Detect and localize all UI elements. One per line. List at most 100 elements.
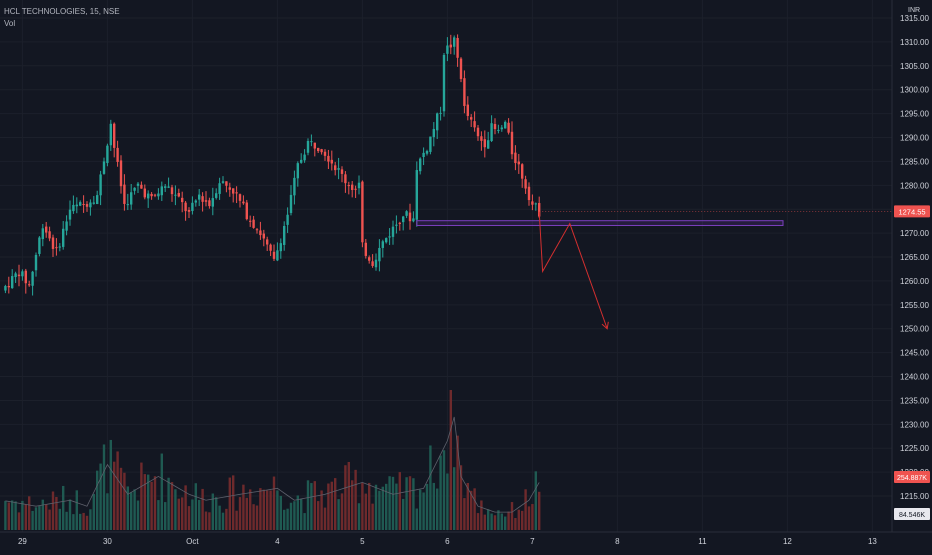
candle-body — [296, 163, 299, 179]
volume-bar — [510, 502, 514, 530]
volume-bar — [408, 476, 412, 530]
volume-bar — [238, 497, 242, 530]
volume-bar — [500, 513, 503, 530]
volume-bar — [24, 504, 27, 530]
candle-body — [306, 141, 310, 153]
volume-bar — [371, 503, 374, 530]
volume-bar — [425, 483, 429, 530]
volume-bar — [398, 472, 401, 530]
price-tick-label: 1260.00 — [900, 277, 929, 286]
candle-body — [75, 204, 78, 207]
volume-bar — [276, 490, 279, 530]
volume-bar — [432, 482, 435, 530]
time-tick-label: 13 — [868, 537, 877, 546]
volume-bar — [204, 511, 208, 530]
volume-bar — [126, 486, 129, 530]
volume-bar — [313, 481, 316, 530]
volume-bar — [368, 482, 371, 530]
candle-body — [92, 202, 95, 204]
volume-bar — [235, 510, 238, 530]
volume-bar — [497, 510, 500, 530]
time-tick-label: 11 — [698, 537, 707, 546]
volume-bar — [85, 515, 89, 530]
candle-body — [164, 186, 167, 188]
candle-body — [7, 285, 10, 288]
candle-body — [453, 37, 456, 47]
candle-body — [487, 140, 490, 149]
volume-value-label: 254.887K — [897, 475, 927, 482]
volume-bar — [266, 490, 269, 530]
candle-body — [14, 273, 17, 278]
candle-body — [500, 127, 503, 130]
time-tick-label: 6 — [445, 537, 450, 546]
volume-bar — [374, 484, 378, 530]
candle-body — [310, 141, 313, 143]
volume-bar — [487, 509, 490, 530]
price-tick-label: 1235.00 — [900, 396, 929, 405]
volume-bar — [459, 465, 463, 530]
candle-body — [510, 131, 514, 155]
candle-body — [330, 159, 333, 164]
price-axis[interactable]: 1315.00 1310.00 1305.00 1300.00 1295.00 1290.… — [900, 14, 929, 501]
candle-body — [99, 174, 102, 196]
candle-body — [194, 200, 197, 203]
candle-body — [41, 228, 44, 240]
time-axis[interactable]: 29 30 Oct 4 5 6 7 8 11 12 13 — [18, 537, 877, 546]
candle-body — [419, 158, 422, 172]
volume-bar — [347, 461, 350, 530]
candle-body — [113, 123, 116, 148]
volume-bar — [72, 514, 75, 530]
candle-body — [160, 186, 163, 196]
candle-body — [432, 128, 435, 138]
volume-bar — [45, 504, 48, 530]
volume-bar — [493, 515, 497, 530]
volume-bar — [167, 477, 170, 530]
price-tick-label: 1300.00 — [900, 86, 929, 95]
volume-bar — [48, 509, 51, 530]
volume-bar — [337, 499, 340, 530]
volume-bar — [344, 465, 347, 530]
candle-body — [507, 122, 510, 133]
candle-body — [215, 193, 218, 198]
candle-body — [208, 200, 211, 207]
candle-body — [96, 195, 99, 205]
candle-body — [385, 238, 388, 243]
volume-bar — [96, 470, 99, 530]
volume-bar — [55, 496, 58, 530]
volume-bar — [524, 489, 527, 530]
candle-body — [388, 236, 391, 238]
candle-body — [429, 136, 432, 152]
candle-body — [286, 214, 289, 225]
volume-bar — [296, 495, 299, 530]
volume-bar — [470, 490, 473, 530]
candle-body — [116, 147, 119, 162]
volume-bar — [211, 493, 214, 530]
volume-bar — [41, 499, 44, 530]
volume-bar — [412, 478, 415, 530]
candle-body — [130, 192, 133, 205]
candle-body — [143, 188, 146, 198]
volume-bar — [504, 516, 507, 530]
volume-bar — [116, 451, 119, 530]
volume-bar — [215, 497, 218, 530]
candle-body — [62, 228, 65, 247]
candle-body — [289, 194, 293, 213]
volume-bar — [419, 489, 422, 530]
volume-bar — [466, 482, 469, 530]
candle-body — [476, 127, 480, 137]
volume-bar — [17, 512, 21, 530]
candle-body — [48, 231, 51, 239]
volume-bar — [242, 484, 245, 530]
candle-body — [344, 174, 347, 184]
candle-body — [204, 200, 208, 202]
volume-bar — [306, 480, 310, 530]
candle-body — [374, 259, 378, 268]
price-tick-label: 1265.00 — [900, 253, 929, 262]
time-tick-label: 29 — [18, 537, 27, 546]
candle-body — [181, 197, 184, 203]
price-tick-label: 1305.00 — [900, 62, 929, 71]
volume-bar — [181, 497, 184, 530]
volume-bar — [140, 462, 143, 530]
